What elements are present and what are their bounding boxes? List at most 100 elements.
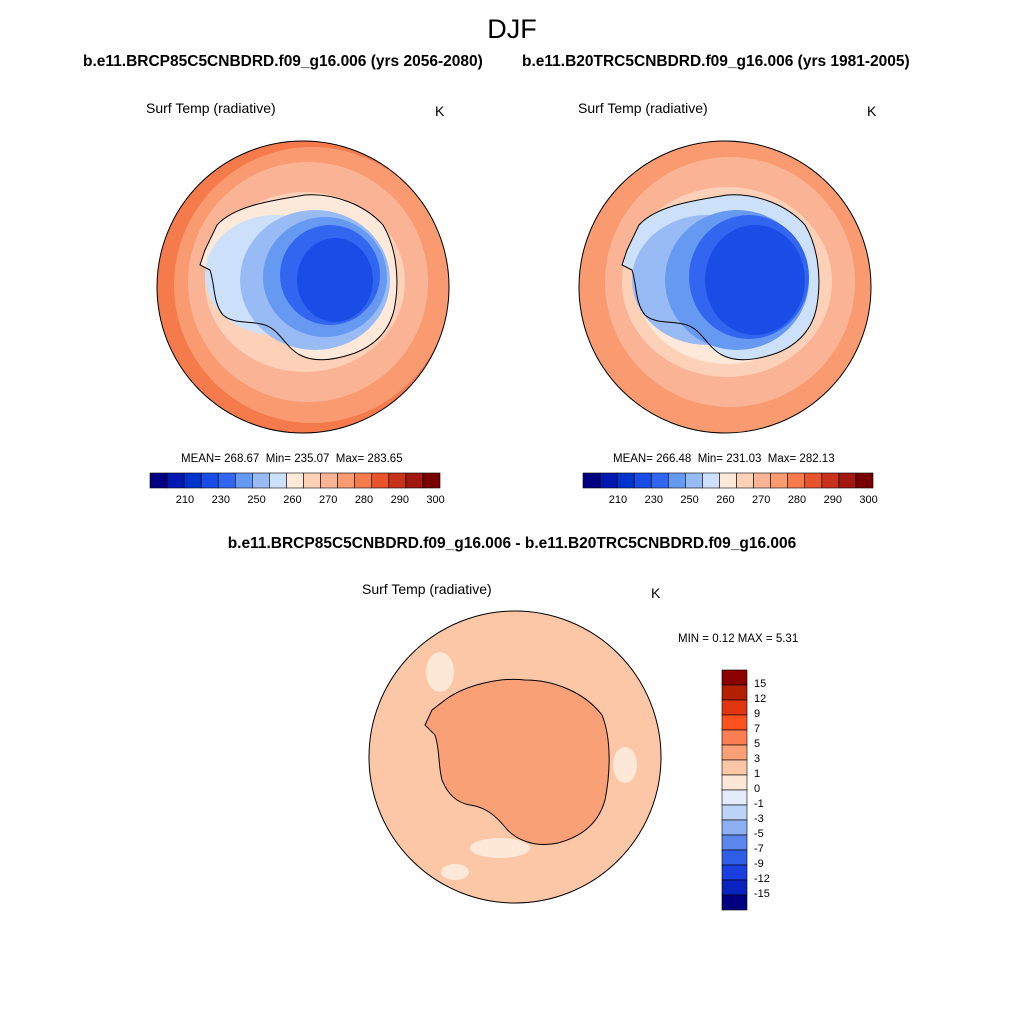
diff-panel-variable-label: Surf Temp (radiative) xyxy=(362,581,492,597)
difference-panel-title: b.e11.BRCP85C5CNBDRD.f09_g16.006 - b.e11… xyxy=(227,535,797,552)
diff-colorbar-tick-label: -9 xyxy=(754,858,764,870)
right-colorbar-tick-label: 210 xyxy=(608,494,628,506)
diff-min-value: 0.12 xyxy=(712,633,735,645)
left-mean-value: 268.67 xyxy=(224,453,260,465)
right-colorbar-box xyxy=(787,472,806,489)
diff-colorbar-tick-label: 3 xyxy=(754,753,761,765)
left-colorbar-box xyxy=(166,472,185,489)
right-colorbar-box xyxy=(770,472,789,489)
left-colorbar-box xyxy=(234,472,253,489)
left-colorbar-box xyxy=(269,472,287,489)
right-min-value: 231.03 xyxy=(726,453,762,465)
diff-map-low-patch-4 xyxy=(441,864,469,880)
left-min-value: 235.07 xyxy=(294,453,330,465)
diff-map-low-patch-3 xyxy=(470,838,530,858)
diff-colorbar-tick-label: -3 xyxy=(754,813,764,825)
diff-colorbar-tick-label: -7 xyxy=(754,843,764,855)
right-panel-units: K xyxy=(867,103,877,119)
diff-colorbar-box xyxy=(721,744,748,761)
left-colorbar-box xyxy=(149,472,168,489)
right-mean-value: 266.48 xyxy=(656,453,692,465)
left-colorbar-box xyxy=(252,472,270,489)
right-colorbar-tick-label: 300 xyxy=(859,494,878,506)
diff-colorbar-box xyxy=(721,849,748,866)
left-colorbar-box xyxy=(183,472,202,489)
diff-colorbar-tick-label: 5 xyxy=(754,738,761,750)
diff-colorbar-tick-label: -1 xyxy=(754,798,764,810)
diff-panel-units: K xyxy=(651,585,661,601)
diff-max-label: MAX = xyxy=(737,633,773,645)
right-colorbar-box xyxy=(855,472,874,489)
right-panel-case-title: b.e11.B20TRC5CNBDRD.f09_g16.006 (yrs 198… xyxy=(522,53,910,70)
left-panel-case-title: b.e11.BRCP85C5CNBDRD.f09_g16.006 (yrs 20… xyxy=(83,53,483,70)
diff-colorbar-tick-label: 1 xyxy=(754,768,761,780)
right-map-antarctica xyxy=(621,194,820,361)
right-colorbar-tick-label: 260 xyxy=(716,494,735,506)
diff-panel-stats: MIN = 0.12 MAX = 5.31 xyxy=(678,633,798,645)
left-colorbar-tick-label: 210 xyxy=(175,494,195,506)
right-colorbar-box xyxy=(838,472,857,489)
left-colorbar-tick-label: 290 xyxy=(390,494,409,506)
left-colorbar-box xyxy=(354,472,373,489)
diff-colorbar-box xyxy=(721,834,748,851)
diff-colorbar-box xyxy=(721,804,748,821)
diff-colorbar-box xyxy=(721,789,748,806)
diff-colorbar-box xyxy=(721,894,748,911)
right-colorbar-tick-label: 290 xyxy=(823,494,842,506)
diff-colorbar-box xyxy=(721,819,748,836)
left-colorbar-box xyxy=(200,472,219,489)
diff-map-border xyxy=(368,610,662,904)
diff-map-low-patch-2 xyxy=(613,747,637,783)
left-panel-variable-label: Surf Temp (radiative) xyxy=(146,100,276,116)
diff-colorbar-box xyxy=(721,684,748,701)
diff-colorbar-box xyxy=(721,864,748,881)
right-colorbar-box xyxy=(582,472,601,489)
left-map xyxy=(157,141,449,433)
right-colorbar-box xyxy=(719,472,737,489)
right-colorbar-box xyxy=(599,472,618,489)
diff-colorbar-box xyxy=(721,714,748,731)
right-map-border xyxy=(578,140,872,434)
diff-min-label: MIN = xyxy=(678,633,709,645)
left-colorbar-box xyxy=(303,472,321,489)
diff-colorbar-tick-label: 0 xyxy=(754,783,761,795)
left-colorbar-tick-label: 280 xyxy=(354,494,374,506)
left-colorbar-box xyxy=(320,472,338,489)
diff-colorbar-tick-label: -12 xyxy=(754,873,770,885)
right-colorbar-box xyxy=(804,472,823,489)
diff-colorbar-box xyxy=(721,879,748,896)
left-map-border xyxy=(156,140,450,434)
diff-colorbar-box xyxy=(721,774,748,791)
diff-map xyxy=(369,611,661,903)
diff-colorbar-tick-label: 9 xyxy=(754,708,761,720)
diff-colorbar-box xyxy=(721,729,748,746)
figure-title: DJF xyxy=(487,14,537,44)
left-colorbar-box xyxy=(286,472,304,489)
diff-colorbar-tick-label: 7 xyxy=(754,723,761,735)
right-colorbar-box xyxy=(667,472,686,489)
left-panel-stats: MEAN= 268.67 Min= 235.07 Max= 283.65 xyxy=(181,453,403,465)
right-panel-variable-label: Surf Temp (radiative) xyxy=(578,100,708,116)
right-colorbar-box xyxy=(633,472,652,489)
right-colorbar-box xyxy=(736,472,754,489)
right-mean-label: MEAN= xyxy=(613,453,653,465)
left-mean-label: MEAN= xyxy=(181,453,221,465)
left-colorbar-tick-label: 260 xyxy=(283,494,302,506)
right-colorbar-box xyxy=(821,472,840,489)
left-map-antarctica xyxy=(199,194,398,361)
diff-colorbar-box xyxy=(721,699,748,716)
left-colorbar-box xyxy=(405,472,424,489)
right-colorbar-box xyxy=(650,472,669,489)
diff-map-low-patch-1 xyxy=(426,652,454,692)
left-min-label: Min= xyxy=(265,453,291,465)
right-max-value: 282.13 xyxy=(799,453,835,465)
diff-colorbar-tick-label: -5 xyxy=(754,828,764,840)
left-colorbar-box xyxy=(422,472,441,489)
diff-max-value: 5.31 xyxy=(775,633,799,645)
left-colorbar-box xyxy=(371,472,390,489)
left-colorbar-tick-label: 250 xyxy=(247,494,266,506)
right-map xyxy=(579,141,871,433)
diff-colorbar-tick-label: 15 xyxy=(754,678,767,690)
right-colorbar-tick-label: 250 xyxy=(680,494,699,506)
